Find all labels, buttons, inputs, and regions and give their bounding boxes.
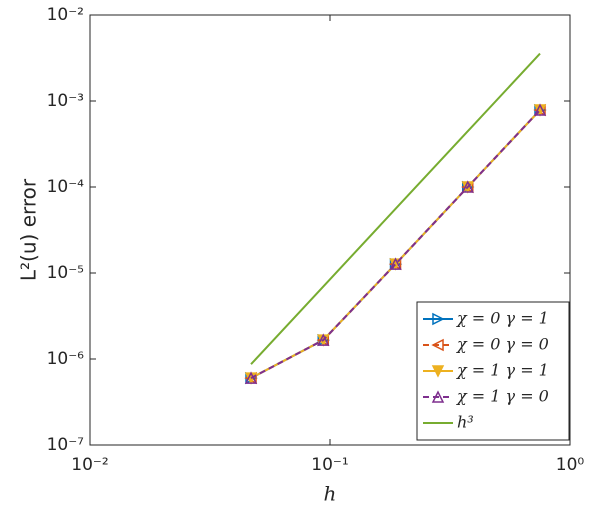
marker xyxy=(431,338,444,352)
y-tick-label: 10⁻³ xyxy=(47,91,84,111)
legend-label: χ = 0 γ = 0 xyxy=(456,335,549,354)
marker xyxy=(432,312,445,326)
legend-label: h³ xyxy=(457,413,474,432)
marker xyxy=(431,365,445,378)
x-axis-label: h xyxy=(324,482,337,506)
series-line xyxy=(250,109,541,379)
y-axis-label: L²(u) error xyxy=(17,178,41,281)
y-tick-label: 10⁻⁷ xyxy=(47,435,85,455)
marker xyxy=(533,103,547,116)
marker xyxy=(461,180,474,193)
marker xyxy=(431,390,445,403)
series-line xyxy=(250,52,541,365)
y-tick-label: 10⁻⁵ xyxy=(47,263,84,283)
legend-label: χ = 0 γ = 1 xyxy=(456,309,549,328)
x-tick-label: 10⁰ xyxy=(556,455,585,475)
marker xyxy=(389,257,402,270)
legend: χ = 0 γ = 1 χ = 0 γ = 0 χ = 1 γ = 1 χ = 1 γ… xyxy=(416,301,570,441)
x-tick-label: 10⁻² xyxy=(71,455,108,475)
y-tick-label: 10⁻² xyxy=(47,5,84,25)
marker xyxy=(244,371,258,384)
y-tick-label: 10⁻⁴ xyxy=(47,177,85,197)
y-tick-label: 10⁻⁶ xyxy=(47,349,85,369)
legend-label: χ = 1 γ = 0 xyxy=(456,387,549,406)
marker xyxy=(317,333,330,346)
x-tick-label: 10⁻¹ xyxy=(311,455,348,475)
legend-label: χ = 1 γ = 1 xyxy=(456,361,549,380)
